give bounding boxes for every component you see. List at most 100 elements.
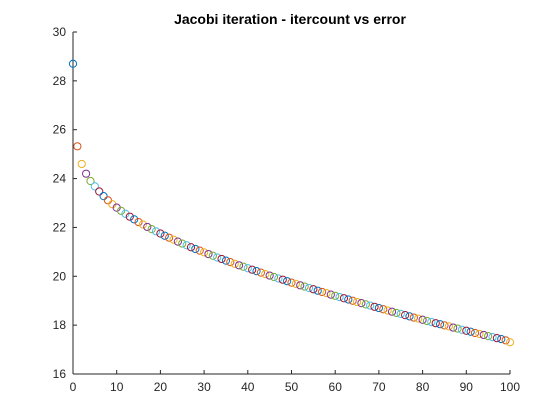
data-point: [226, 258, 235, 267]
data-point: [165, 233, 174, 242]
data-point: [248, 265, 257, 274]
y-tick-label: 28: [53, 74, 67, 88]
data-point: [208, 251, 217, 260]
data-point: [322, 289, 331, 298]
data-point: [304, 283, 314, 293]
data-point: [77, 159, 86, 169]
data-point: [169, 235, 178, 244]
data-point: [86, 176, 95, 186]
data-series: [68, 59, 515, 347]
data-point: [95, 187, 104, 196]
data-point: [431, 319, 440, 328]
data-point: [269, 272, 279, 282]
data-point: [125, 212, 134, 221]
data-point: [309, 285, 318, 294]
data-point: [195, 246, 204, 255]
data-point: [326, 290, 335, 299]
data-point: [401, 311, 410, 320]
data-point: [475, 329, 484, 339]
data-point: [427, 317, 436, 327]
x-tick-label: 80: [416, 380, 430, 394]
data-point: [379, 305, 388, 314]
data-point: [374, 303, 383, 313]
data-point: [287, 278, 296, 287]
data-point: [366, 301, 375, 310]
y-tick-label: 30: [53, 25, 67, 39]
data-point: [501, 336, 510, 345]
data-point: [492, 333, 501, 343]
data-point: [68, 59, 78, 68]
data-point: [151, 227, 161, 236]
data-point: [339, 294, 349, 303]
data-point: [138, 220, 148, 229]
data-point: [387, 307, 397, 316]
data-point: [361, 300, 370, 309]
data-point: [497, 334, 506, 344]
x-tick-label: 10: [110, 380, 124, 394]
data-point: [230, 259, 239, 268]
data-point: [444, 322, 453, 331]
data-point: [392, 308, 401, 318]
data-point: [453, 324, 462, 333]
data-point: [186, 243, 196, 252]
data-point: [283, 277, 292, 286]
data-point: [352, 297, 362, 307]
data-point: [479, 330, 488, 340]
x-tick-label: 20: [154, 380, 168, 394]
data-point: [457, 325, 467, 334]
x-tick-label: 30: [197, 380, 211, 394]
data-point: [243, 264, 252, 273]
y-tick-label: 24: [53, 172, 67, 186]
data-point: [217, 254, 226, 264]
data-point: [317, 287, 327, 297]
data-point: [414, 314, 423, 323]
data-point: [505, 338, 515, 347]
data-point: [182, 241, 191, 250]
data-point: [130, 215, 139, 224]
data-point: [313, 286, 322, 295]
x-tick-label: 0: [70, 380, 77, 394]
data-point: [173, 237, 182, 246]
data-point: [449, 323, 458, 332]
data-point: [204, 249, 213, 259]
data-point: [221, 256, 231, 265]
data-point: [470, 328, 480, 338]
data-point: [213, 253, 222, 262]
data-point: [488, 333, 497, 342]
data-point: [147, 225, 156, 234]
data-point: [103, 196, 113, 205]
data-point: [82, 169, 91, 178]
data-point: [422, 316, 432, 326]
data-point: [191, 244, 200, 254]
data-point: [73, 142, 82, 151]
data-point: [252, 267, 261, 276]
data-point: [300, 282, 309, 291]
data-point: [396, 309, 405, 319]
data-point: [462, 326, 471, 335]
x-tick-label: 60: [329, 380, 343, 394]
data-point: [357, 299, 366, 308]
y-tick-label: 18: [53, 318, 67, 332]
data-point: [335, 292, 344, 302]
data-point: [160, 231, 169, 240]
y-tick-label: 16: [53, 367, 67, 381]
data-point: [261, 269, 270, 279]
x-tick-label: 70: [372, 380, 386, 394]
data-point: [466, 327, 475, 336]
data-point: [121, 209, 130, 218]
data-point: [278, 275, 287, 284]
data-point: [234, 261, 244, 270]
data-point: [370, 302, 379, 311]
data-point: [90, 182, 99, 191]
data-point: [274, 274, 283, 283]
data-point: [383, 306, 392, 315]
data-point: [156, 229, 165, 238]
data-point: [484, 332, 493, 341]
data-point: [143, 222, 152, 232]
data-point: [435, 320, 445, 329]
y-tick-label: 22: [53, 220, 67, 234]
data-point: [239, 262, 248, 271]
data-point: [99, 192, 108, 201]
